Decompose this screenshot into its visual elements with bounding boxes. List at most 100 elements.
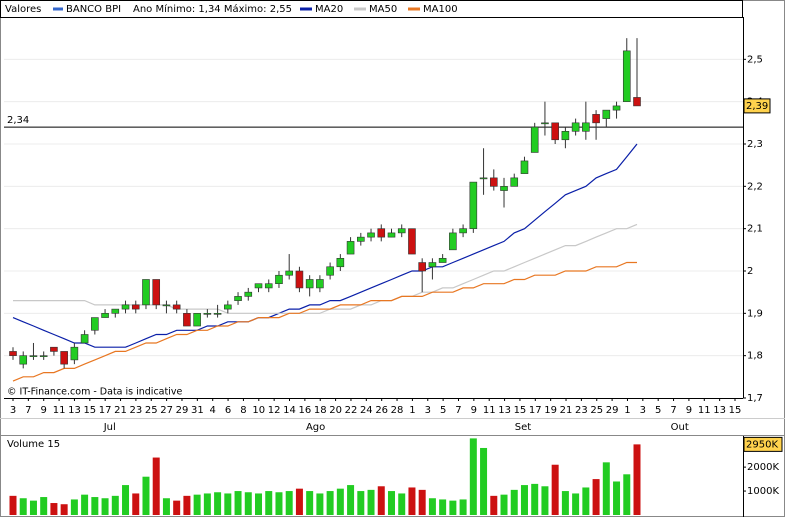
x-tick-label: 21 xyxy=(114,405,127,416)
volume-bar xyxy=(510,489,518,515)
panel-title: Valores xyxy=(5,4,41,15)
candle-body xyxy=(9,351,17,356)
candle-body xyxy=(101,313,109,318)
candle-body xyxy=(469,181,478,229)
candle-body xyxy=(183,313,191,327)
x-tick-label: 7 xyxy=(670,405,676,416)
volume-bar xyxy=(408,487,416,515)
month-label: Set xyxy=(515,422,532,433)
volume-bar xyxy=(173,500,181,515)
x-tick-label: 13 xyxy=(68,405,81,416)
annotation: Ano Mínimo: 1,34 Máximo: 2,55 xyxy=(133,3,292,15)
volume-bar xyxy=(418,489,426,515)
x-tick-label: 7 xyxy=(25,405,31,416)
x-tick-label: 11 xyxy=(698,405,711,416)
x-tick-label: 9 xyxy=(471,405,477,416)
candle-body xyxy=(326,266,334,276)
candle-body xyxy=(592,114,600,124)
x-tick-label: 4 xyxy=(210,405,216,416)
candle-body xyxy=(142,279,150,306)
x-tick-label: 25 xyxy=(590,405,603,416)
candle-body xyxy=(367,232,375,238)
legend-label: BANCO BPI xyxy=(66,4,121,15)
x-tick-label: 9 xyxy=(41,405,47,416)
volume-title: Volume 15 xyxy=(7,439,60,450)
volume-bar xyxy=(316,493,324,515)
x-tick-label: 15 xyxy=(514,405,527,416)
volume-bar xyxy=(101,498,109,515)
volume-bar xyxy=(347,485,355,515)
candle-body xyxy=(244,291,253,297)
candle-body xyxy=(612,105,621,111)
volume-bar xyxy=(91,497,99,515)
volume-bar xyxy=(111,495,119,515)
candle-body xyxy=(193,313,201,327)
volume-bar xyxy=(255,493,263,515)
volume-bar xyxy=(132,493,140,515)
candle-body xyxy=(479,177,488,180)
volume-bar xyxy=(265,491,273,515)
x-tick-label: 28 xyxy=(391,405,404,416)
volume-bar xyxy=(193,494,201,515)
x-tick-label: 13 xyxy=(713,405,726,416)
credit: © IT-Finance.com - Data is indicative xyxy=(7,387,182,398)
candle-body xyxy=(541,122,549,125)
x-tick-label: 18 xyxy=(314,405,327,416)
candle-body xyxy=(91,317,99,331)
volume-bar xyxy=(490,495,498,515)
volume-bar xyxy=(306,491,314,515)
x-tick-label: 11 xyxy=(53,405,66,416)
candle-body xyxy=(316,279,324,289)
candle-body xyxy=(131,304,140,310)
y-tick-label: 2 xyxy=(747,266,753,277)
x-tick-label: 13 xyxy=(498,405,511,416)
x-tick-label: 27 xyxy=(160,405,173,416)
volume-bar xyxy=(60,504,68,515)
x-tick-label: 29 xyxy=(606,405,619,416)
x-tick-label: 17 xyxy=(529,405,542,416)
legend-label: MA100 xyxy=(423,4,458,15)
x-tick-label: 23 xyxy=(575,405,588,416)
legend-label: MA20 xyxy=(315,4,343,15)
x-tick-label: 22 xyxy=(345,405,358,416)
volume-bar xyxy=(336,488,344,515)
candle-body xyxy=(224,304,232,310)
candle-body xyxy=(500,186,508,191)
volume-bar xyxy=(572,493,580,515)
reference-label: 2,34 xyxy=(7,115,29,126)
candle-body xyxy=(295,270,304,289)
volume-bar xyxy=(480,447,488,515)
volume-bar xyxy=(285,491,293,515)
volume-bar xyxy=(234,491,242,515)
month-label: Out xyxy=(671,422,689,433)
x-tick-label: 24 xyxy=(360,405,373,416)
candle-body xyxy=(275,274,283,285)
candle-body xyxy=(408,228,416,255)
candle-body xyxy=(29,355,38,357)
candle-body xyxy=(39,355,48,357)
volume-bar xyxy=(613,481,621,515)
candle-body xyxy=(449,232,457,251)
volume-bar xyxy=(70,499,78,515)
candle-body xyxy=(121,304,130,310)
volume-bar xyxy=(623,474,631,515)
candle-body xyxy=(111,308,120,314)
candle-body xyxy=(530,126,539,153)
candle-body xyxy=(622,50,631,102)
volume-bar xyxy=(469,438,477,515)
candle-body xyxy=(172,304,181,310)
last-price-label: 2,39 xyxy=(746,101,768,112)
y-tick-label: 1,9 xyxy=(747,308,763,319)
candle-body xyxy=(438,257,447,263)
candle-body xyxy=(203,313,212,315)
volume-tick-label: 1000K xyxy=(747,486,779,497)
volume-bar xyxy=(142,476,150,515)
candle-body xyxy=(346,241,355,255)
x-tick-label: 19 xyxy=(544,405,557,416)
x-tick-label: 25 xyxy=(145,405,158,416)
x-tick-label: 8 xyxy=(240,405,246,416)
x-tick-label: 3 xyxy=(425,405,431,416)
x-tick-label: 10 xyxy=(252,405,265,416)
candle-body xyxy=(254,283,263,289)
